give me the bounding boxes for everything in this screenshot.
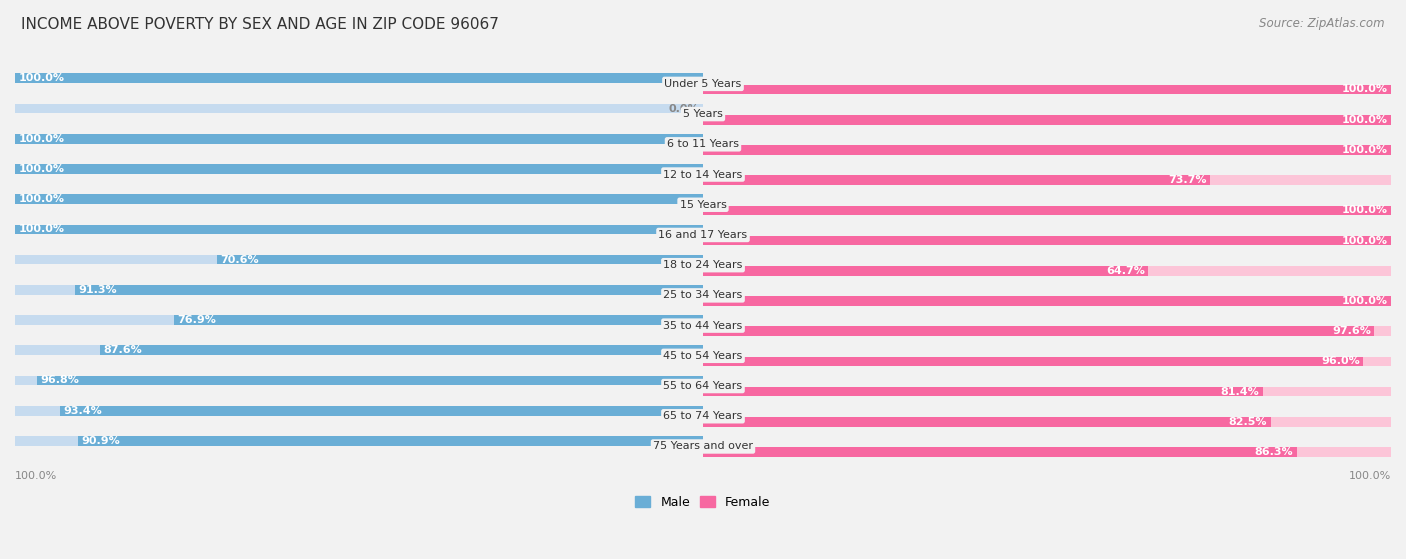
- Text: 12 to 14 Years: 12 to 14 Years: [664, 169, 742, 179]
- Bar: [703, 176, 1391, 185]
- Bar: [15, 195, 703, 204]
- Text: 100.0%: 100.0%: [1348, 471, 1391, 481]
- Bar: [15, 103, 703, 113]
- Bar: [15, 406, 703, 415]
- Text: 15 Years: 15 Years: [679, 200, 727, 210]
- Text: 100.0%: 100.0%: [18, 73, 65, 83]
- Text: 73.7%: 73.7%: [1168, 175, 1206, 185]
- Bar: [77, 436, 703, 446]
- Bar: [703, 206, 1391, 215]
- Bar: [60, 406, 703, 415]
- Text: 100.0%: 100.0%: [1341, 115, 1388, 125]
- Bar: [218, 255, 703, 264]
- Text: 100.0%: 100.0%: [1341, 235, 1388, 245]
- Text: 64.7%: 64.7%: [1107, 266, 1144, 276]
- Bar: [75, 285, 703, 295]
- Bar: [174, 315, 703, 325]
- Text: 75 Years and over: 75 Years and over: [652, 442, 754, 452]
- Text: 100.0%: 100.0%: [1341, 84, 1388, 94]
- Bar: [15, 195, 703, 204]
- Bar: [703, 115, 1391, 125]
- Bar: [100, 345, 703, 355]
- Bar: [703, 447, 1296, 457]
- Text: 93.4%: 93.4%: [63, 406, 103, 416]
- Bar: [15, 134, 703, 144]
- Text: 82.5%: 82.5%: [1229, 417, 1267, 427]
- Bar: [37, 376, 703, 385]
- Bar: [15, 315, 703, 325]
- Bar: [15, 376, 703, 385]
- Bar: [703, 145, 1391, 155]
- Text: 25 to 34 Years: 25 to 34 Years: [664, 290, 742, 300]
- Text: 81.4%: 81.4%: [1220, 387, 1260, 397]
- Bar: [703, 326, 1391, 336]
- Text: 0.0%: 0.0%: [669, 103, 700, 113]
- Text: 87.6%: 87.6%: [104, 345, 142, 355]
- Bar: [15, 164, 703, 174]
- Text: 100.0%: 100.0%: [1341, 296, 1388, 306]
- Bar: [703, 266, 1391, 276]
- Text: 35 to 44 Years: 35 to 44 Years: [664, 321, 742, 330]
- Bar: [703, 206, 1391, 215]
- Text: 6 to 11 Years: 6 to 11 Years: [666, 139, 740, 149]
- Text: 100.0%: 100.0%: [18, 194, 65, 204]
- Text: 100.0%: 100.0%: [1341, 145, 1388, 155]
- Bar: [15, 73, 703, 83]
- Bar: [703, 387, 1263, 396]
- Bar: [703, 84, 1391, 94]
- Text: 100.0%: 100.0%: [18, 164, 65, 174]
- Text: 55 to 64 Years: 55 to 64 Years: [664, 381, 742, 391]
- Bar: [703, 84, 1391, 94]
- Text: 16 and 17 Years: 16 and 17 Years: [658, 230, 748, 240]
- Text: 97.6%: 97.6%: [1331, 326, 1371, 336]
- Text: 45 to 54 Years: 45 to 54 Years: [664, 351, 742, 361]
- Text: Under 5 Years: Under 5 Years: [665, 79, 741, 89]
- Bar: [703, 176, 1211, 185]
- Bar: [703, 266, 1149, 276]
- Text: 100.0%: 100.0%: [18, 224, 65, 234]
- Bar: [703, 326, 1375, 336]
- Bar: [703, 296, 1391, 306]
- Bar: [15, 225, 703, 234]
- Bar: [15, 255, 703, 264]
- Text: 76.9%: 76.9%: [177, 315, 217, 325]
- Text: 5 Years: 5 Years: [683, 109, 723, 119]
- Bar: [15, 225, 703, 234]
- Bar: [703, 115, 1391, 125]
- Text: 86.3%: 86.3%: [1254, 447, 1294, 457]
- Bar: [15, 73, 703, 83]
- Legend: Male, Female: Male, Female: [630, 491, 776, 514]
- Text: 65 to 74 Years: 65 to 74 Years: [664, 411, 742, 421]
- Bar: [703, 236, 1391, 245]
- Text: 100.0%: 100.0%: [15, 471, 58, 481]
- Text: 18 to 24 Years: 18 to 24 Years: [664, 260, 742, 270]
- Text: INCOME ABOVE POVERTY BY SEX AND AGE IN ZIP CODE 96067: INCOME ABOVE POVERTY BY SEX AND AGE IN Z…: [21, 17, 499, 32]
- Bar: [703, 357, 1364, 366]
- Text: 100.0%: 100.0%: [1341, 205, 1388, 215]
- Text: 91.3%: 91.3%: [79, 285, 117, 295]
- Text: 100.0%: 100.0%: [18, 134, 65, 144]
- Bar: [703, 296, 1391, 306]
- Bar: [15, 164, 703, 174]
- Text: 70.6%: 70.6%: [221, 254, 259, 264]
- Bar: [703, 357, 1391, 366]
- Bar: [703, 447, 1391, 457]
- Text: 90.9%: 90.9%: [82, 436, 120, 446]
- Bar: [15, 134, 703, 144]
- Bar: [15, 345, 703, 355]
- Bar: [703, 417, 1391, 427]
- Bar: [703, 387, 1391, 396]
- Bar: [703, 417, 1271, 427]
- Text: 96.0%: 96.0%: [1322, 357, 1360, 366]
- Bar: [703, 236, 1391, 245]
- Bar: [703, 145, 1391, 155]
- Bar: [15, 436, 703, 446]
- Bar: [15, 285, 703, 295]
- Text: 96.8%: 96.8%: [41, 376, 79, 386]
- Text: Source: ZipAtlas.com: Source: ZipAtlas.com: [1260, 17, 1385, 30]
